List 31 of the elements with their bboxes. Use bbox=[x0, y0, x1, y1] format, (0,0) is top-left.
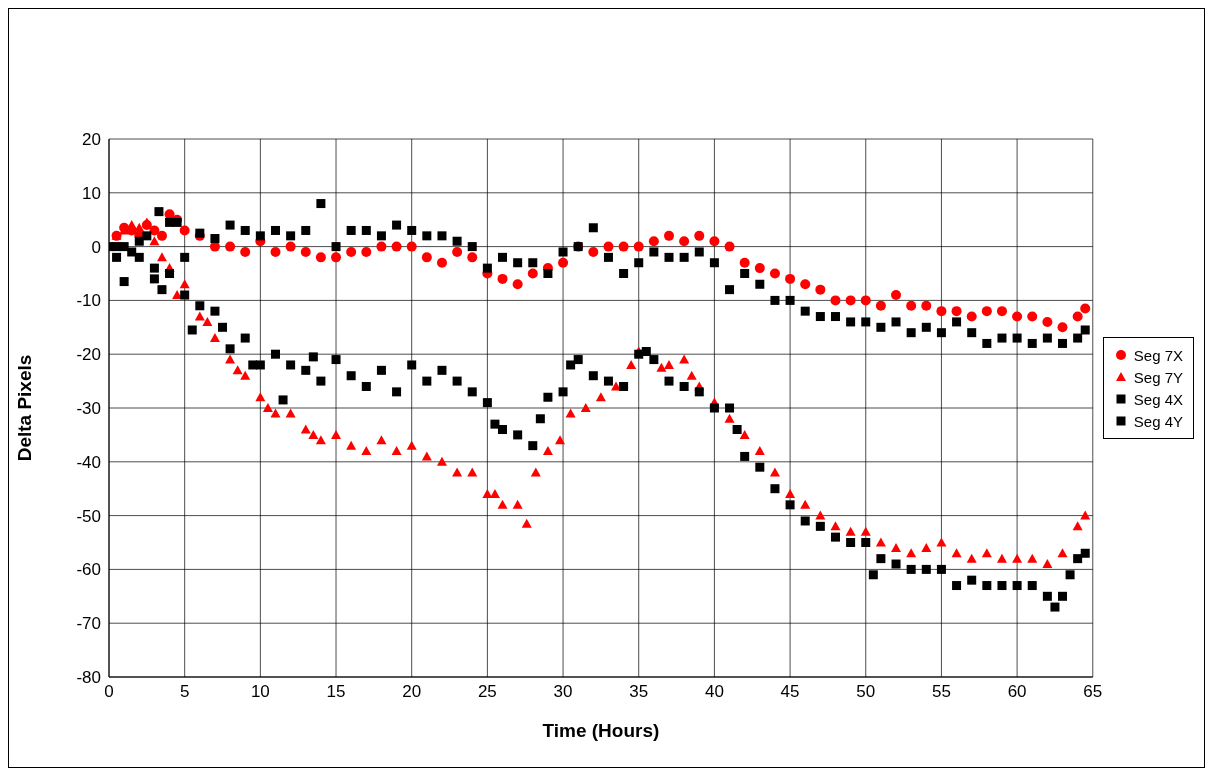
y-tick-label: -60 bbox=[76, 560, 101, 580]
x-tick-label: 15 bbox=[326, 682, 346, 702]
x-tick-label: 5 bbox=[179, 682, 190, 702]
y-tick-label: -20 bbox=[76, 345, 101, 365]
y-tick-label: -40 bbox=[76, 452, 101, 472]
x-tick-label: 50 bbox=[856, 682, 876, 702]
legend-label: Seg 7X bbox=[1133, 346, 1183, 364]
x-tick-label: 30 bbox=[553, 682, 573, 702]
y-tick-label: -80 bbox=[76, 668, 101, 688]
y-tick-label: -30 bbox=[76, 399, 101, 419]
legend-label: Seg 4X bbox=[1133, 390, 1183, 408]
y-tick-label: -10 bbox=[76, 291, 101, 311]
x-tick-label: 45 bbox=[780, 682, 800, 702]
x-axis-title: Time (Hours) bbox=[542, 720, 660, 741]
x-tick-label: 60 bbox=[1007, 682, 1027, 702]
x-tick-label: 40 bbox=[704, 682, 724, 702]
y-tick-label: 10 bbox=[82, 183, 101, 203]
y-tick-label: -50 bbox=[76, 506, 101, 526]
y-tick-label: 20 bbox=[82, 130, 101, 150]
x-tick-label: 0 bbox=[104, 682, 114, 702]
legend-label: Seg 7Y bbox=[1133, 368, 1183, 386]
y-tick-label: 0 bbox=[91, 237, 101, 257]
x-tick-label: 65 bbox=[1083, 682, 1103, 702]
x-tick-label: 55 bbox=[931, 682, 951, 702]
legend-label: Seg 4Y bbox=[1133, 412, 1183, 430]
x-tick-label: 20 bbox=[402, 682, 422, 702]
y-axis-title: Delta Pixels bbox=[13, 354, 35, 462]
x-tick-label: 10 bbox=[250, 682, 270, 702]
y-tick-label: -70 bbox=[76, 614, 101, 634]
x-tick-label: 25 bbox=[477, 682, 497, 702]
x-tick-label: 35 bbox=[629, 682, 649, 702]
